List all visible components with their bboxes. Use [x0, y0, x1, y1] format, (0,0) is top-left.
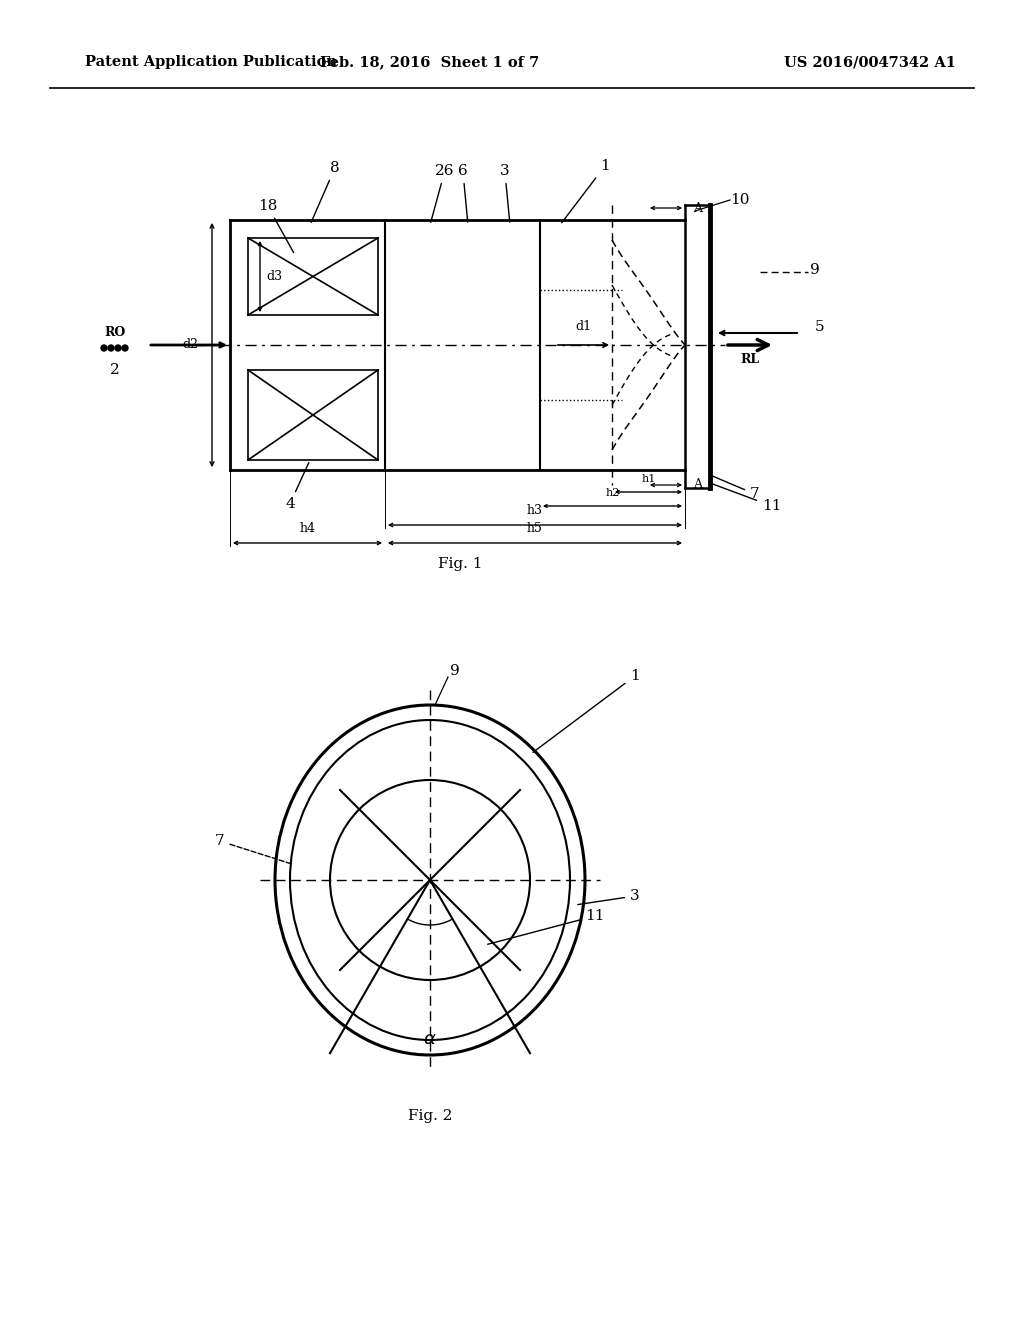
Text: Patent Application Publication: Patent Application Publication — [85, 55, 337, 69]
Text: A: A — [693, 202, 702, 214]
Text: Feb. 18, 2016  Sheet 1 of 7: Feb. 18, 2016 Sheet 1 of 7 — [321, 55, 540, 69]
Text: h3: h3 — [527, 504, 543, 517]
Text: 2: 2 — [111, 363, 120, 378]
Text: $\alpha$: $\alpha$ — [423, 1030, 437, 1048]
Text: 9: 9 — [810, 263, 820, 277]
Text: h5: h5 — [527, 521, 543, 535]
Text: d2: d2 — [182, 338, 198, 351]
Text: RL: RL — [740, 352, 760, 366]
Text: h4: h4 — [299, 521, 315, 535]
Circle shape — [108, 345, 114, 351]
Text: Fig. 2: Fig. 2 — [408, 1109, 453, 1123]
Circle shape — [101, 345, 106, 351]
Text: 1: 1 — [562, 158, 609, 223]
Circle shape — [122, 345, 128, 351]
Text: 1: 1 — [532, 669, 640, 752]
Text: h2: h2 — [605, 488, 620, 498]
Text: 11: 11 — [713, 484, 781, 513]
Text: 5: 5 — [815, 319, 824, 334]
Text: d3: d3 — [266, 271, 283, 282]
Text: 8: 8 — [311, 161, 340, 223]
Text: A: A — [693, 479, 702, 491]
Text: h1: h1 — [641, 474, 655, 484]
Text: 6: 6 — [458, 164, 468, 222]
Text: 26: 26 — [431, 164, 455, 222]
Text: 4: 4 — [285, 462, 309, 511]
Text: 3: 3 — [500, 164, 510, 222]
Text: d1: d1 — [575, 319, 592, 333]
Text: 11: 11 — [487, 909, 604, 944]
Text: 10: 10 — [730, 193, 750, 207]
Text: 3: 3 — [578, 888, 640, 904]
Text: RO: RO — [104, 326, 126, 339]
Text: Fig. 1: Fig. 1 — [437, 557, 482, 572]
Circle shape — [115, 345, 121, 351]
Text: US 2016/0047342 A1: US 2016/0047342 A1 — [784, 55, 956, 69]
Text: 18: 18 — [258, 199, 294, 252]
Text: 7: 7 — [713, 477, 760, 502]
Text: 7: 7 — [215, 834, 293, 865]
Text: 9: 9 — [450, 664, 460, 678]
